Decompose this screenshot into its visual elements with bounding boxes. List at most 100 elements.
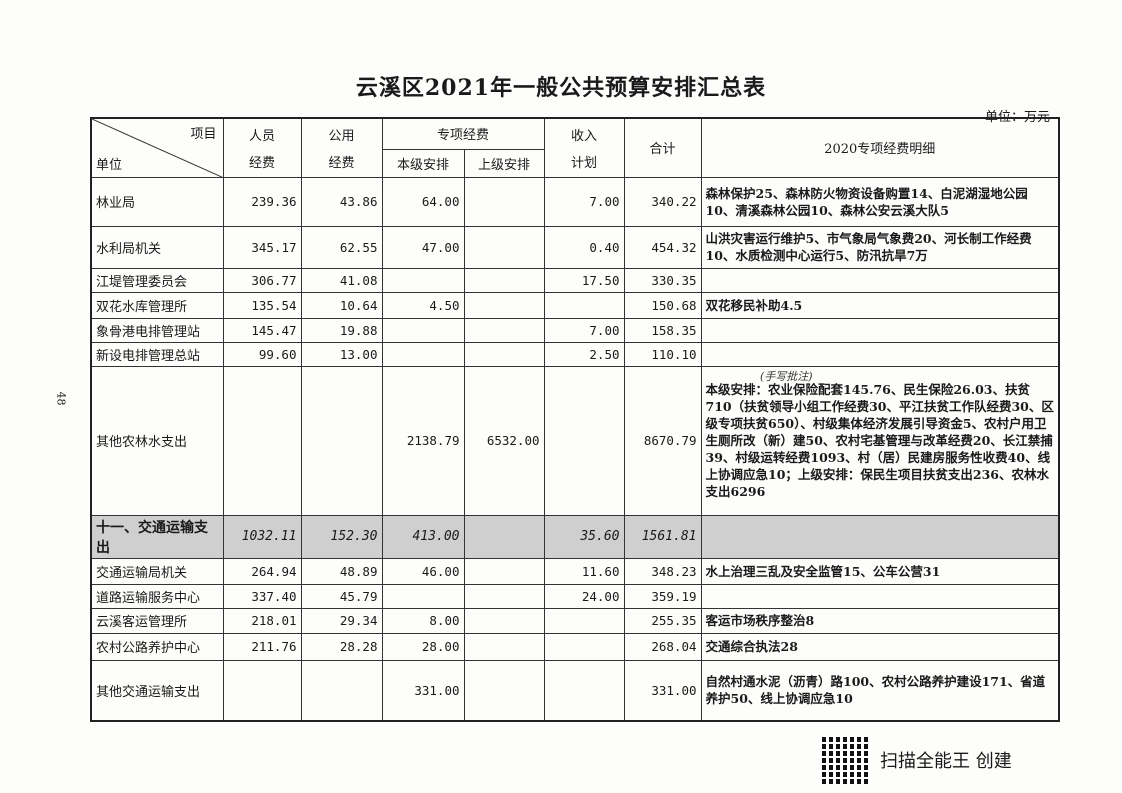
cell-local [381,317,465,343]
cell-local [381,583,465,609]
header-total: 合计 [623,117,702,178]
section-row: 十一、交通运输支出 1032.11 152.30 413.00 35.60 1561.81 [90,514,1060,559]
cell-total: 454.32 [623,225,702,269]
cell-total: 255.35 [623,607,702,634]
cell-local [381,341,465,367]
cell-public: 10.64 [300,291,383,319]
cell-public: 43.86 [300,176,383,227]
cell-detail: 山洪灾害运行维护5、市气象局气象费20、河长制工作经费10、水质检测中心运行5、… [700,225,1060,269]
cell-personnel: 306.77 [222,267,302,293]
header-personnel: 人员 经费 [222,117,302,178]
cell-local: 8.00 [381,607,465,634]
cell-unit: 交通运输局机关 [90,557,224,585]
table-row: 江堤管理委员会 306.77 41.08 17.50 330.35 [90,267,1060,293]
cell-upper [463,317,545,343]
header-public: 公用 经费 [300,117,383,178]
cell-upper [463,659,545,722]
cell-unit: 象骨港电排管理站 [90,317,224,343]
cell-total: 1561.81 [623,514,702,559]
cell-unit: 其他交通运输支出 [90,659,224,722]
cell-income [543,291,625,319]
cell-income: 17.50 [543,267,625,293]
cell-public [300,365,383,516]
cell-public: 62.55 [300,225,383,269]
cell-personnel: 337.40 [222,583,302,609]
cell-unit: 道路运输服务中心 [90,583,224,609]
cell-upper [463,583,545,609]
cell-personnel: 239.36 [222,176,302,227]
table-row: 农村公路养护中心 211.76 28.28 28.00 268.04 交通综合执法28 [90,632,1060,661]
cell-detail: 本级安排：农业保险配套145.76、民生保险26.03、扶贫710（扶贫领导小组… [700,365,1060,516]
page-title: 云溪区2021年一般公共预算安排汇总表 [355,75,767,101]
table-row: 其他农林水支出 2138.79 6532.00 8670.79 本级安排：农业保险配套1… [90,365,1060,516]
cell-unit: 其他农林水支出 [90,365,224,516]
cell-detail [700,514,1060,559]
cell-upper [463,341,545,367]
table-row: 道路运输服务中心 337.40 45.79 24.00 359.19 [90,583,1060,609]
cell-local: 413.00 [381,514,465,559]
header-unit: 单位 [96,157,123,173]
table-row: 云溪客运管理所 218.01 29.34 8.00 255.35 客运市场秩序整治8 [90,607,1060,634]
cell-income: 11.60 [543,557,625,585]
cell-total: 348.23 [623,557,702,585]
cell-upper [463,225,545,269]
table-row: 新设电排管理总站 99.60 13.00 2.50 110.10 [90,341,1060,367]
cell-personnel [222,659,302,722]
cell-total: 158.35 [623,317,702,343]
cell-income: 7.00 [543,176,625,227]
cell-unit: 云溪客运管理所 [90,607,224,634]
cell-detail [700,341,1060,367]
cell-public [300,659,383,722]
cell-detail [700,583,1060,609]
table-row: 林业局 239.36 43.86 64.00 7.00 340.22 森林保护25、森林防火… [90,176,1060,227]
cell-upper [463,607,545,634]
cell-public: 48.89 [300,557,383,585]
cell-income [543,632,625,661]
cell-income: 0.40 [543,225,625,269]
cell-total: 268.04 [623,632,702,661]
table-row: 象骨港电排管理站 145.47 19.88 7.00 158.35 [90,317,1060,343]
cell-total: 340.22 [623,176,702,227]
cell-upper: 6532.00 [463,365,545,516]
cell-personnel: 218.01 [222,607,302,634]
cell-public: 45.79 [300,583,383,609]
header-item: 项目 [190,127,217,142]
cell-public: 29.34 [300,607,383,634]
cell-unit: 十一、交通运输支出 [90,514,224,559]
cell-personnel: 345.17 [222,225,302,269]
cell-unit: 农村公路养护中心 [90,632,224,661]
cell-upper [463,514,545,559]
cell-total: 150.68 [623,291,702,319]
page-number: 48 [54,391,68,406]
cell-personnel: 99.60 [222,341,302,367]
cell-local: 331.00 [381,659,465,722]
cell-public: 28.28 [300,632,383,661]
cell-public: 13.00 [300,341,383,367]
cell-personnel [222,365,302,516]
cell-total: 110.10 [623,341,702,367]
qr-code-icon [822,736,870,784]
budget-table: 项目 单位 人员 经费 公用 经费 专项经费 收入 计划 合计 2020专项经费明细 … [90,117,1060,722]
cell-detail [700,317,1060,343]
cell-income [543,607,625,634]
cell-local: 47.00 [381,225,465,269]
cell-income: 35.60 [543,514,625,559]
header-detail: 2020专项经费明细 [700,117,1060,178]
cell-income: 7.00 [543,317,625,343]
table-row: 其他交通运输支出 331.00 331.00 自然村通水泥（沥青）路100、农村公路养… [90,659,1060,722]
table-row: 交通运输局机关 264.94 48.89 46.00 11.60 348.23 水上治理三乱… [90,557,1060,585]
cell-personnel: 135.54 [222,291,302,319]
watermark-text: 扫描全能王 创建 [880,751,1012,772]
cell-local: 46.00 [381,557,465,585]
cell-local [381,267,465,293]
cell-upper [463,557,545,585]
cell-upper [463,267,545,293]
cell-upper [463,632,545,661]
cell-personnel: 1032.11 [222,514,302,559]
cell-income [543,365,625,516]
cell-unit: 林业局 [90,176,224,227]
header-upper: 上级安排 [463,148,545,178]
cell-detail: 自然村通水泥（沥青）路100、农村公路养护建设171、省道养护50、线上协调应急… [700,659,1060,722]
cell-personnel: 145.47 [222,317,302,343]
cell-unit: 双花水库管理所 [90,291,224,319]
